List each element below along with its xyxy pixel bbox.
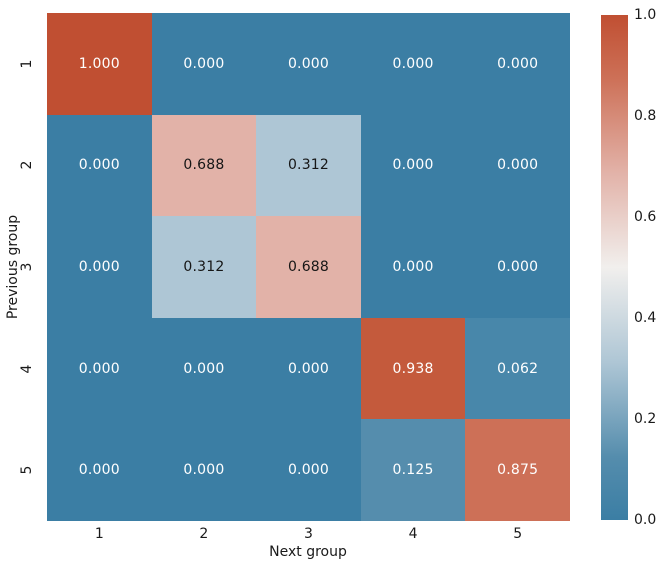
x-tick-label-1: 1 [94, 526, 104, 542]
cell-value-label: 0.062 [497, 360, 539, 377]
cell-value-label: 0.938 [392, 360, 434, 377]
x-tick-label-3: 3 [304, 526, 313, 542]
heatmap-cell-r5c1: 0.000 [47, 419, 152, 521]
cell-value-label: 0.000 [287, 55, 330, 72]
cell-value-label: 0.000 [78, 462, 120, 479]
x-tick-label-5: 5 [513, 526, 523, 542]
cell-value-label: 0.000 [392, 55, 434, 72]
y-tick-label-2: 2 [19, 160, 35, 170]
heatmap-cell-r4c2: 0.000 [151, 317, 257, 420]
heatmap-cell-r3c1: 0.000 [47, 216, 152, 318]
heatmap-cell-r4c4: 0.938 [360, 317, 466, 420]
cell-value-label: 0.312 [287, 157, 330, 174]
colorbar-tick-label-1.0: 1.0 [634, 7, 657, 23]
cell-value-label: 0.000 [78, 360, 120, 377]
heatmap-cell-r2c2: 0.688 [151, 114, 257, 217]
colorbar-tick-label-0.2: 0.2 [634, 411, 657, 427]
heatmap-cell-r5c4: 0.125 [360, 419, 466, 521]
heatmap-cell-r3c2: 0.312 [151, 216, 257, 318]
colorbar-tick-label-0.4: 0.4 [634, 310, 657, 326]
heatmap-cell-r5c5: 0.875 [465, 419, 570, 521]
cell-value-label: 0.000 [392, 157, 434, 174]
x-axis-label: Next group [269, 544, 347, 560]
heatmap-cell-r3c3: 0.688 [256, 216, 361, 318]
heatmap-cell-r5c2: 0.000 [151, 419, 257, 521]
heatmap-cell-r1c5: 0.000 [465, 13, 570, 115]
cell-value-label: 0.000 [497, 55, 539, 72]
cell-value-label: 0.000 [287, 462, 330, 479]
cell-value-label: 0.688 [183, 157, 225, 174]
cell-value-label: 0.000 [183, 55, 225, 72]
cell-value-label: 0.000 [287, 360, 330, 377]
heatmap-cell-r3c5: 0.000 [465, 216, 570, 318]
cell-value-label: 0.000 [78, 157, 120, 174]
heatmap-cell-r2c3: 0.312 [256, 114, 361, 217]
cell-value-label: 1.000 [78, 55, 120, 72]
colorbar-tick-label-0.6: 0.6 [634, 209, 657, 225]
y-tick-label-5: 5 [19, 465, 35, 475]
x-tick-label-2: 2 [199, 526, 209, 542]
heatmap-cell-r1c1: 1.000 [47, 13, 152, 115]
heatmap-cell-r2c5: 0.000 [465, 114, 570, 217]
cell-value-label: 0.000 [78, 258, 120, 275]
cell-value-label: 0.875 [497, 462, 539, 479]
cell-value-label: 0.000 [183, 360, 225, 377]
cell-value-label: 0.000 [183, 462, 225, 479]
cell-value-label: 0.000 [392, 258, 434, 275]
cell-value-label: 0.000 [497, 157, 539, 174]
colorbar [601, 15, 628, 520]
cell-value-label: 0.312 [183, 258, 225, 275]
heatmap-cell-r4c5: 0.062 [465, 317, 570, 420]
heatmap-cell-r1c4: 0.000 [360, 13, 466, 115]
heatmap-cell-r4c1: 0.000 [47, 317, 152, 420]
y-tick-label-1: 1 [19, 59, 35, 69]
heatmap-cell-r2c4: 0.000 [360, 114, 466, 217]
heatmap-cell-r4c3: 0.000 [256, 317, 361, 420]
y-tick-label-4: 4 [19, 364, 35, 374]
cell-value-label: 0.688 [287, 258, 330, 275]
cell-value-label: 0.125 [392, 462, 434, 479]
heatmap-cell-r3c4: 0.000 [360, 216, 466, 318]
heatmap-cell-r1c2: 0.000 [151, 13, 257, 115]
heatmap-cell-r1c3: 0.000 [256, 13, 361, 115]
colorbar-tick-label-0.0: 0.0 [634, 512, 657, 528]
heatmap-cell-r5c3: 0.000 [256, 419, 361, 521]
y-tick-label-3: 3 [19, 262, 35, 272]
colorbar-tick-label-0.8: 0.8 [634, 108, 657, 124]
heatmap-cell-r2c1: 0.000 [47, 114, 152, 217]
x-tick-label-4: 4 [408, 526, 418, 542]
cell-value-label: 0.000 [497, 258, 539, 275]
heatmap-grid: 1.000 0.000 0.000 0.000 0.000 0.000 0.688 0.312… [47, 13, 570, 521]
